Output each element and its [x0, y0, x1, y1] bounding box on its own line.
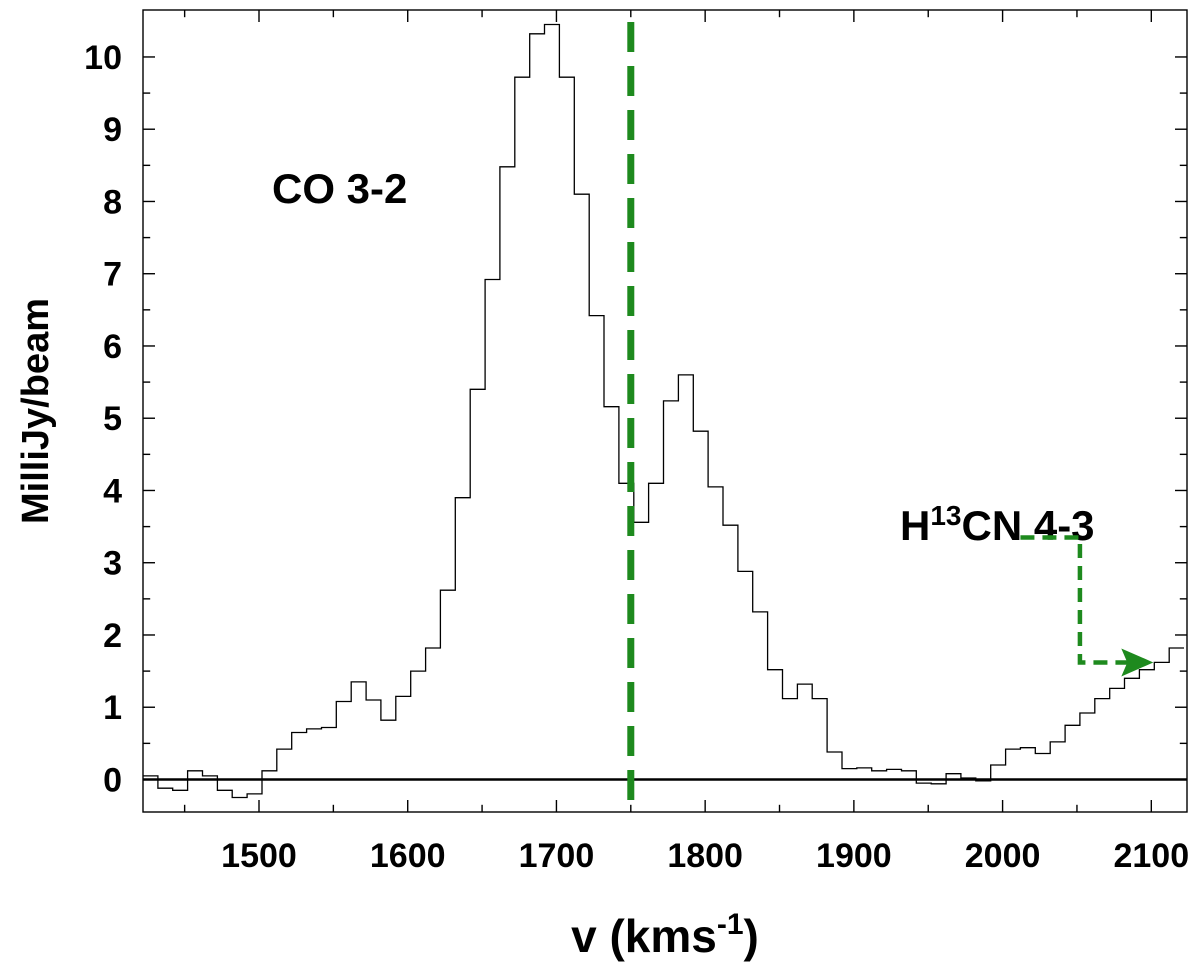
- y-tick-label: 4: [103, 472, 122, 510]
- y-axis-title: MilliJy/beam: [15, 298, 57, 524]
- annotation-h13cn-sup: 13: [930, 500, 961, 531]
- annotation-h13cn-end: CN 4-3: [962, 502, 1095, 549]
- x-axis-title: v (kms-1): [571, 908, 759, 962]
- annotation-arrow-head-icon: [1121, 648, 1154, 677]
- y-tick-label: 3: [103, 545, 122, 583]
- annotation-h13cn-main: H: [900, 502, 930, 549]
- y-tick-label: 7: [103, 256, 122, 294]
- series-line-spectrum: [143, 23, 1184, 799]
- x-tick-labels: 1500 1600 1700 1800 1900 2000 2100: [221, 837, 1189, 875]
- x-tick-label: 1500: [221, 837, 297, 875]
- annotation-co-line: CO 3-2: [272, 165, 407, 212]
- y-tick-label: 5: [103, 400, 122, 438]
- y-tick-label: 1: [103, 689, 122, 727]
- x-tick-label: 2000: [965, 837, 1041, 875]
- x-tick-label: 1600: [370, 837, 446, 875]
- y-tick-label: 8: [103, 183, 122, 221]
- x-tick-label: 2100: [1113, 837, 1189, 875]
- axis-ticks: [143, 10, 1187, 812]
- y-tick-label: 6: [103, 328, 122, 366]
- x-tick-label: 1700: [519, 837, 595, 875]
- x-tick-label: 1800: [667, 837, 743, 875]
- plot-frame: [142, 9, 1188, 813]
- y-tick-label: 9: [103, 111, 122, 149]
- y-tick-labels: 0 1 2 3 4 5 6 7 8 9 10: [84, 39, 122, 800]
- y-tick-label: 10: [84, 39, 122, 77]
- x-axis-title-end: ): [744, 910, 759, 962]
- y-tick-label: 0: [103, 761, 122, 799]
- x-axis-title-sup: -1: [717, 908, 744, 941]
- x-axis-title-main: v (kms: [571, 910, 717, 962]
- x-tick-label: 1900: [816, 837, 892, 875]
- annotation-h13cn-line: H13CN 4-3: [900, 500, 1095, 549]
- y-tick-label: 2: [103, 617, 122, 655]
- annotation-arrow-line: [1020, 535, 1136, 665]
